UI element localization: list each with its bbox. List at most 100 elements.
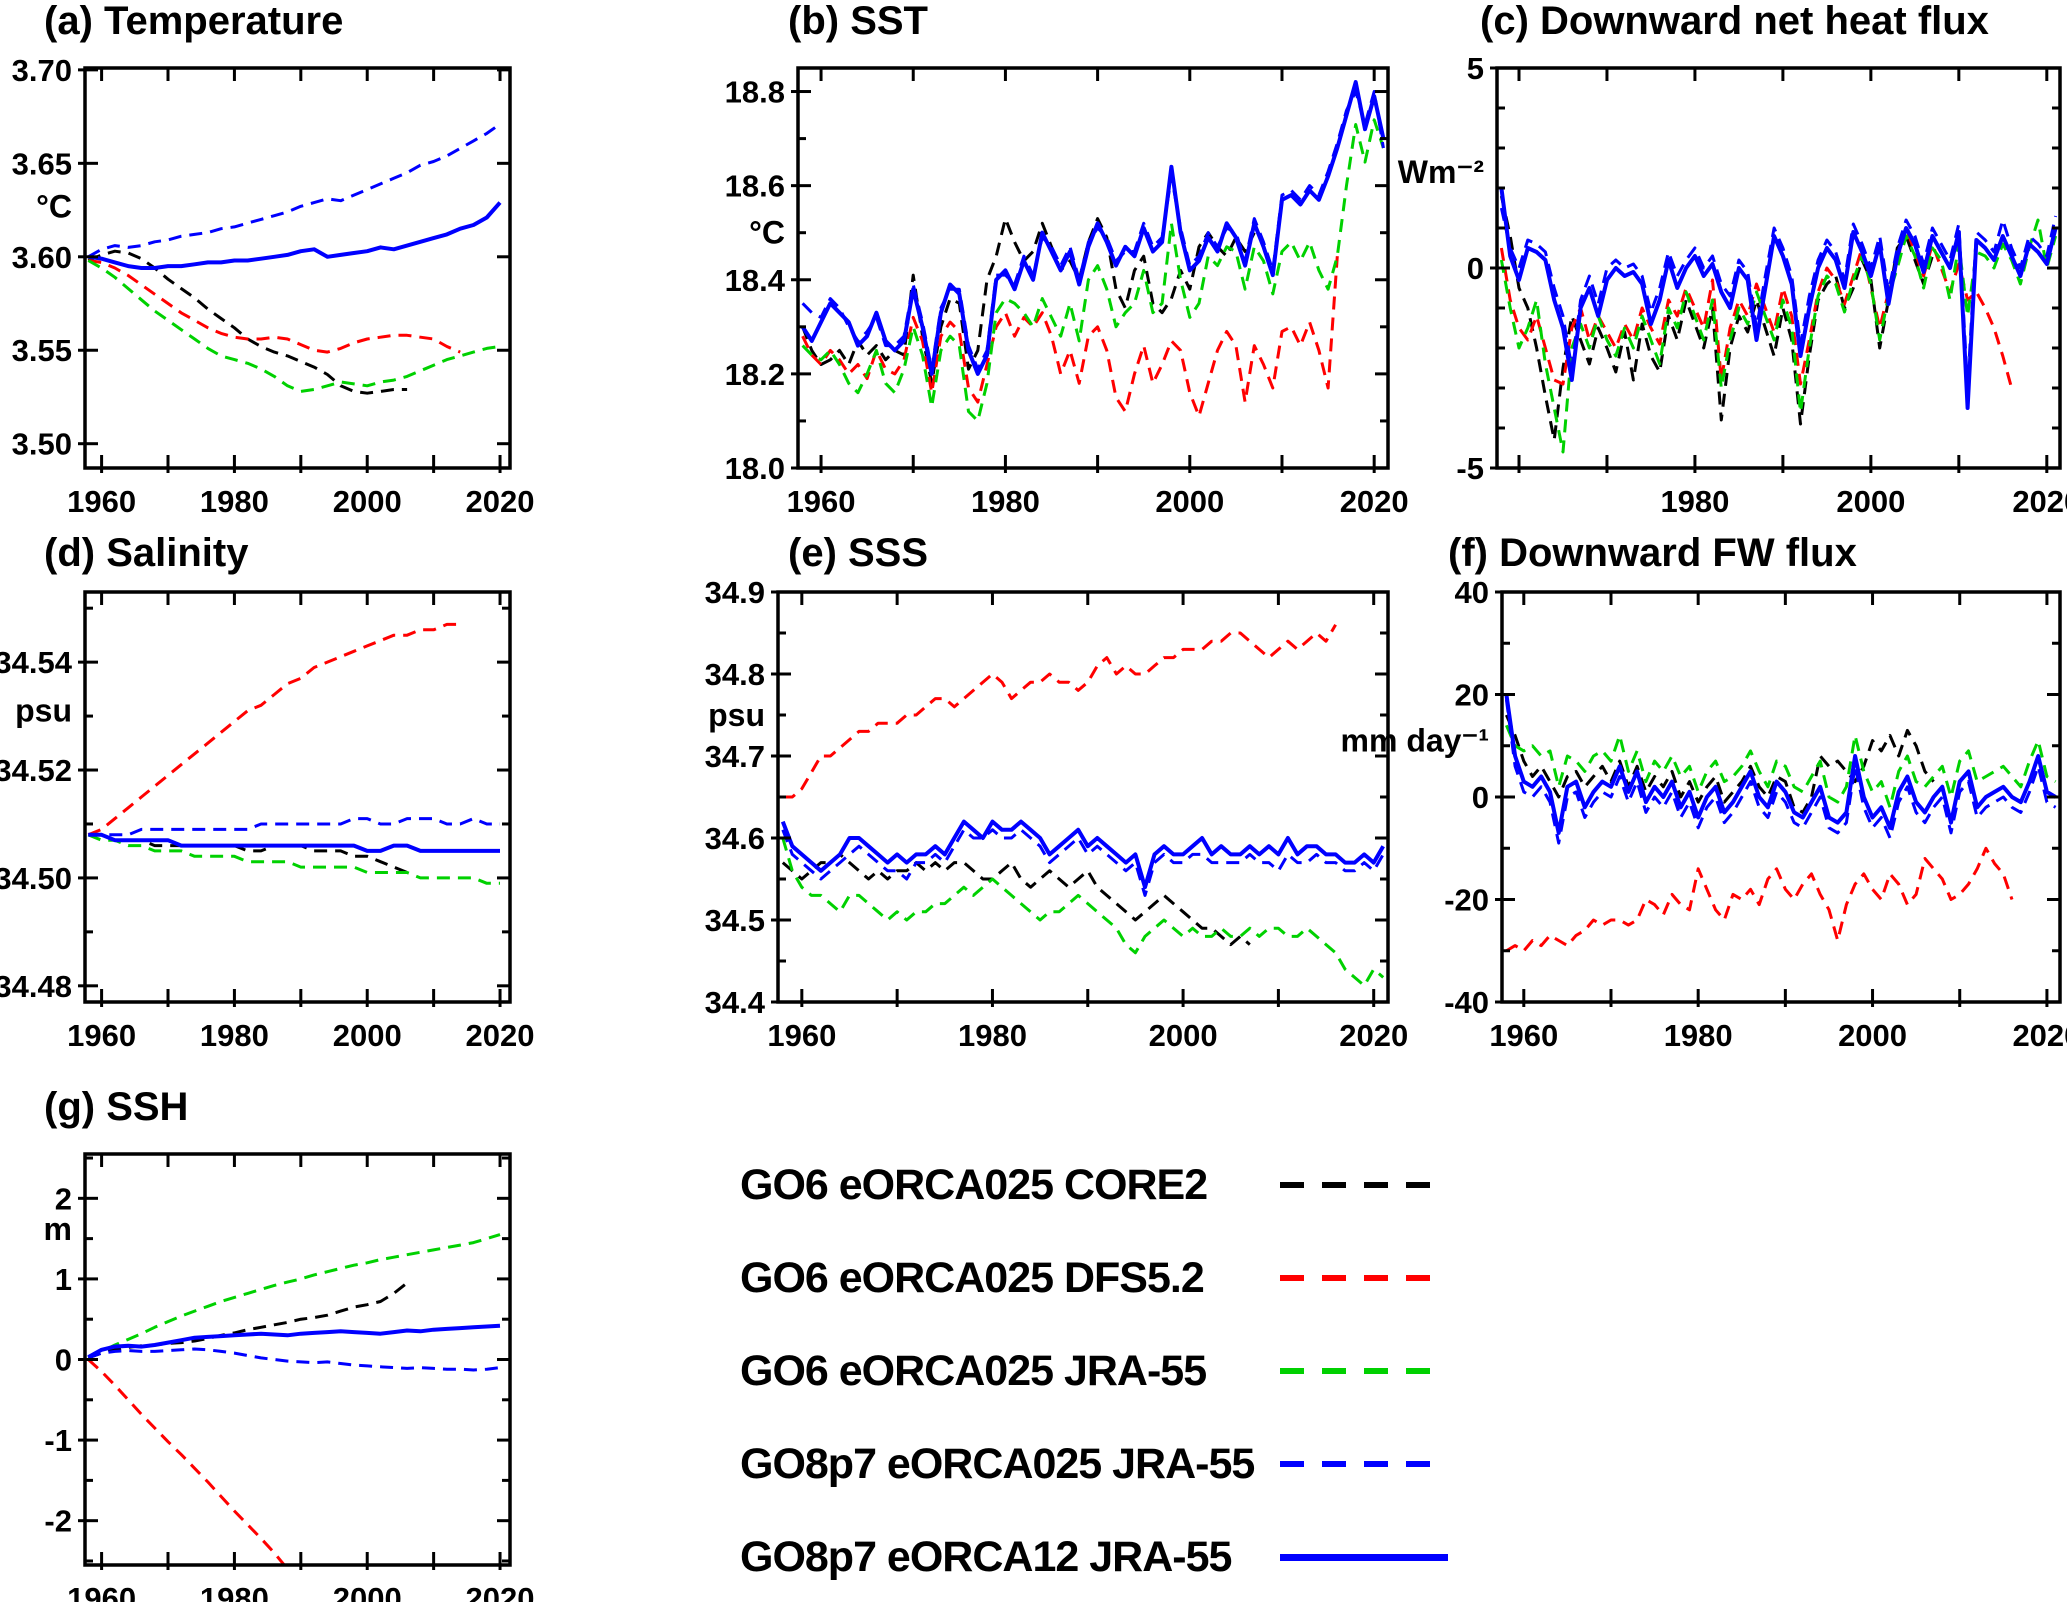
chart-f: (f) Downward FW flux 1960 1980 2000 2020 -40 -… xyxy=(1341,531,2067,1053)
series-dfs52 xyxy=(1505,846,2014,953)
y-tick-label: 18.4 xyxy=(725,263,786,298)
y-axis-unit-label: °C xyxy=(749,215,785,251)
series-go6jra xyxy=(87,259,501,393)
y-axis-unit-label: psu xyxy=(708,697,765,733)
series-go8p7_12 xyxy=(1499,187,2058,410)
x-tick-label: 2000 xyxy=(333,1018,402,1053)
series-dfs52 xyxy=(87,622,461,837)
series-go6jra xyxy=(87,1233,501,1360)
y-tick-label: 40 xyxy=(1455,575,1489,610)
x-tick-label: 1960 xyxy=(1489,1018,1558,1053)
series-group xyxy=(780,624,1385,988)
series-dfs52 xyxy=(801,256,1339,418)
y-tick-label: 34.8 xyxy=(705,657,765,692)
legend-label: GO8p7 eORCA025 JRA-55 xyxy=(740,1439,1255,1488)
series-group xyxy=(1499,187,2058,454)
x-tick-label: 2000 xyxy=(1838,1018,1907,1053)
x-tick-label: 1960 xyxy=(767,1018,836,1053)
y-tick-label: 2 xyxy=(55,1181,72,1216)
y-tick-label: 34.5 xyxy=(705,903,765,938)
y-tick-label: -20 xyxy=(1444,883,1489,918)
chart-d: (d) Salinity 1960 1980 2000 2020 34.48 34.50 34… xyxy=(0,531,535,1053)
series-go8p7_12 xyxy=(88,201,502,270)
panel-a-temperature: (a) Temperature 1960 1980 2000 2020 3.50 3.55 3… xyxy=(0,0,560,520)
panel-c-downward-net-heat-flux: (c) Downward net heat flux 1980 2000 2020 -5… xyxy=(1398,0,2067,520)
y-axis-unit-label: Wm⁻² xyxy=(1398,154,1484,190)
y-tick-label: 34.6 xyxy=(705,821,765,856)
y-tick-label: 3.50 xyxy=(12,427,72,462)
y-axis-unit-label: m xyxy=(44,1211,72,1247)
panel-title: (d) Salinity xyxy=(44,531,249,575)
y-tick-label: 34.54 xyxy=(0,645,73,680)
axes: 1960 1980 2000 2020 34.4 34.5 34.6 34.7 34.8 34.9 xyxy=(705,575,1409,1053)
chart-a: (a) Temperature 1960 1980 2000 2020 3.50 3.55 3… xyxy=(12,0,535,519)
y-tick-label: -5 xyxy=(1456,451,1484,486)
y-tick-label: 18.0 xyxy=(725,451,785,486)
series-go8p7_12 xyxy=(780,819,1385,890)
axes: 1960 1980 2000 2020 -40 -20 0 20 40 xyxy=(1444,575,2067,1053)
series-dfs52 xyxy=(87,1358,287,1565)
x-tick-label: 1960 xyxy=(67,484,136,519)
axes: 1980 2000 2020 -5 0 5 xyxy=(1456,51,2067,519)
legend-item-go6jra: GO6 eORCA025 JRA-55 xyxy=(740,1346,1448,1395)
series-core2 xyxy=(801,217,1256,385)
y-tick-label: 18.6 xyxy=(725,169,785,204)
x-tick-label: 2020 xyxy=(1340,484,1409,519)
series-dfs52 xyxy=(782,624,1337,799)
series-core2 xyxy=(1499,195,1934,442)
y-tick-label: 34.4 xyxy=(705,985,766,1020)
x-tick-label: 1980 xyxy=(200,1581,269,1602)
y-tick-label: 0 xyxy=(55,1343,72,1378)
x-tick-label: 1980 xyxy=(1664,1018,1733,1053)
panel-d-salinity: (d) Salinity 1960 1980 2000 2020 34.48 34.50 34… xyxy=(0,520,560,1055)
y-tick-label: 3.65 xyxy=(12,146,72,181)
series-group xyxy=(87,122,502,395)
legend-item-go8p7-025: GO8p7 eORCA025 JRA-55 xyxy=(740,1439,1448,1488)
x-tick-label: 2000 xyxy=(1155,484,1224,519)
y-tick-label: 1 xyxy=(55,1262,72,1297)
legend-label: GO6 eORCA025 CORE2 xyxy=(740,1160,1208,1209)
panel-e-sss: (e) SSS 1960 1980 2000 2020 34.4 34.5 34.6 34.7 3… xyxy=(705,520,1409,1055)
x-tick-label: 1960 xyxy=(67,1018,136,1053)
x-tick-label: 2020 xyxy=(466,1581,535,1602)
x-tick-label: 2000 xyxy=(333,484,402,519)
legend-item-go8p7-12: GO8p7 eORCA12 JRA-55 xyxy=(740,1533,1448,1581)
x-tick-label: 2020 xyxy=(2012,484,2067,519)
y-tick-label: 34.9 xyxy=(705,575,765,610)
series-go8p7_12 xyxy=(87,1323,501,1359)
series-go8p7_12 xyxy=(1504,694,2057,835)
x-tick-label: 2020 xyxy=(466,1018,535,1053)
y-tick-label: 18.8 xyxy=(725,75,785,110)
y-tick-label: 5 xyxy=(1467,51,1484,86)
y-tick-label: 34.50 xyxy=(0,861,72,896)
series-go8p7_025 xyxy=(801,90,1385,371)
x-tick-label: 1980 xyxy=(1660,484,1729,519)
x-tick-label: 1980 xyxy=(958,1018,1027,1053)
x-tick-label: 1980 xyxy=(971,484,1040,519)
legend-line-sample-red-dashed xyxy=(1280,1275,1448,1281)
legend-label: GO6 eORCA025 JRA-55 xyxy=(740,1346,1207,1395)
series-go8p7_12 xyxy=(800,80,1386,376)
chart-c: (c) Downward net heat flux 1980 2000 2020 -5… xyxy=(1398,0,2067,519)
legend-line-sample-green-dashed xyxy=(1280,1368,1448,1374)
y-tick-label: 3.70 xyxy=(12,53,72,88)
x-tick-label: 2000 xyxy=(333,1581,402,1602)
axes: 1960 1980 2000 2020 3.50 3.55 3.60 3.65 3.70 xyxy=(12,53,535,519)
y-axis-unit-label: °C xyxy=(36,188,72,224)
x-tick-label: 2000 xyxy=(1836,484,1905,519)
legend-label: GO6 eORCA025 DFS5.2 xyxy=(740,1253,1205,1302)
y-tick-label: 18.2 xyxy=(725,357,785,392)
series-group xyxy=(87,1233,501,1565)
x-tick-label: 1980 xyxy=(200,1018,269,1053)
series-go6jra xyxy=(781,837,1385,988)
series-go8p7_025 xyxy=(1504,699,2057,845)
panel-title: (f) Downward FW flux xyxy=(1448,531,1857,575)
axes: 1960 1980 2000 2020 -2 -1 0 1 2 xyxy=(44,1152,535,1602)
panel-g-ssh: (g) SSH 1960 1980 2000 2020 -2 -1 0 1 2 m xyxy=(0,1080,560,1602)
axes: 1960 1980 2000 2020 18.0 18.2 18.4 18.6 18.8 xyxy=(725,66,1409,519)
series-core2 xyxy=(87,249,408,395)
chart-g: (g) SSH 1960 1980 2000 2020 -2 -1 0 1 2m xyxy=(44,1085,535,1602)
chart-e: (e) SSS 1960 1980 2000 2020 34.4 34.5 34.6 34.7 3… xyxy=(705,531,1409,1053)
